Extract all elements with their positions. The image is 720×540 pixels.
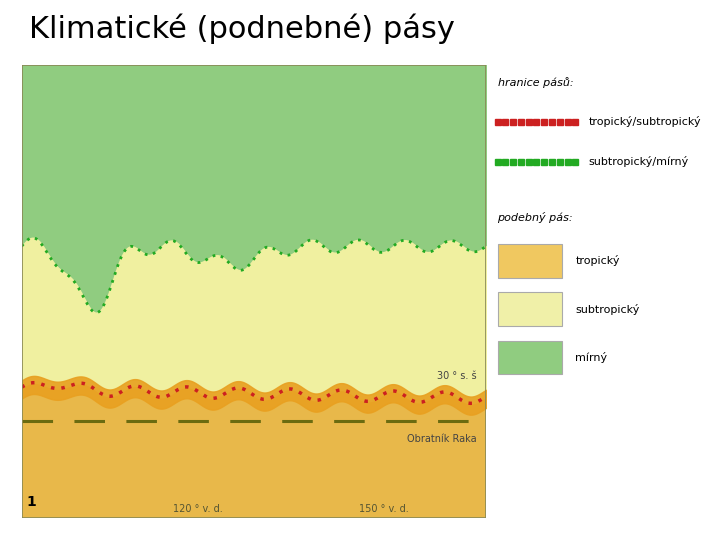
Bar (498, 292, 562, 326)
Text: subtropický: subtropický (575, 303, 639, 315)
Text: Klimatické (podnebné) pásy: Klimatické (podnebné) pásy (29, 14, 454, 44)
Text: 120 ° v. d.: 120 ° v. d. (174, 504, 223, 514)
Text: 150 ° v. d.: 150 ° v. d. (359, 504, 409, 514)
Bar (498, 244, 562, 278)
Text: Obratník Raka: Obratník Raka (407, 435, 477, 444)
Text: podebný pás:: podebný pás: (498, 212, 573, 223)
Text: 30 ° s. š: 30 ° s. š (437, 370, 477, 381)
Bar (498, 341, 562, 374)
Text: subtropický/mírný: subtropický/mírný (588, 156, 688, 167)
Text: 1: 1 (26, 495, 36, 509)
Text: hranice pásů:: hranice pásů: (498, 77, 573, 89)
Text: mírný: mírný (575, 352, 608, 363)
Text: tropický/subtropický: tropický/subtropický (588, 116, 701, 127)
Text: tropický: tropický (575, 255, 620, 266)
